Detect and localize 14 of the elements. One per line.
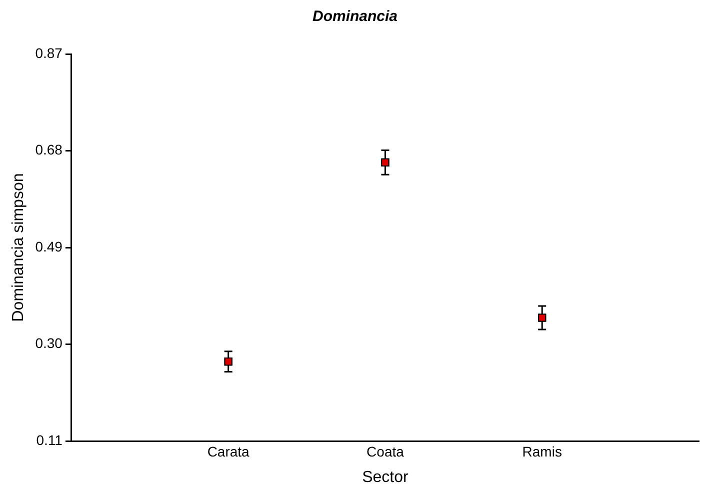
- y-tick-label: 0.87: [35, 44, 63, 61]
- y-tick-label: 0.68: [35, 142, 63, 158]
- x-axis-title: Sector: [362, 468, 410, 486]
- y-axis-title: Dominancia simpson: [10, 173, 28, 322]
- chart-title: Dominancia: [312, 8, 398, 26]
- point: [381, 158, 390, 166]
- y-tick-label: 0.11: [36, 432, 63, 448]
- point: [224, 358, 232, 366]
- y-tick-label: 0.30: [35, 335, 63, 352]
- x-tick-label: Carata: [207, 443, 250, 460]
- point: [538, 314, 546, 322]
- x-tick-label: Coata: [366, 443, 404, 460]
- y-tick-label: 0.49: [35, 238, 63, 254]
- x-tick-label: Ramis: [522, 443, 562, 460]
